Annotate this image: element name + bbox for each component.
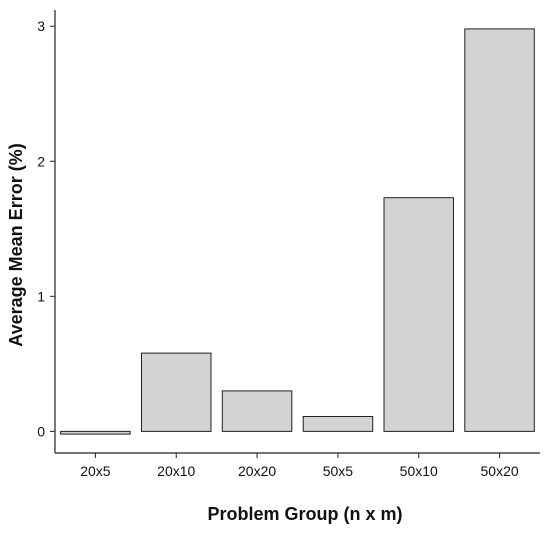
bar-20x10 [141, 352, 212, 432]
x-tick-label-50x20: 50x20 [481, 463, 519, 479]
y-tick-label-3: 3 [37, 18, 45, 34]
y-tick-label-2: 2 [37, 153, 45, 169]
y-axis-title: Average Mean Error (%) [6, 143, 26, 346]
y-tick-label-0: 0 [37, 423, 45, 439]
bars-group [60, 28, 535, 435]
bar-20x20 [221, 390, 293, 432]
x-tick-label-50x10: 50x10 [400, 463, 438, 479]
bar-50x10 [383, 197, 454, 432]
bar-50x20 [464, 28, 535, 432]
x-tick-label-20x5: 20x5 [80, 463, 111, 479]
x-tick-label-20x10: 20x10 [157, 463, 195, 479]
bar-50x5 [302, 416, 374, 432]
y-tick-label-1: 1 [37, 288, 45, 304]
x-tick-label-20x20: 20x20 [238, 463, 276, 479]
x-ticks-group: 20x5 20x10 20x20 50x5 50x10 50x20 [80, 453, 519, 479]
bar-20x5 [60, 430, 131, 435]
y-ticks-group: 0 1 2 3 [37, 18, 55, 439]
axes-group [54, 10, 540, 454]
x-tick-label-50x5: 50x5 [323, 463, 354, 479]
x-axis-title: Problem Group (n x m) [207, 504, 402, 524]
